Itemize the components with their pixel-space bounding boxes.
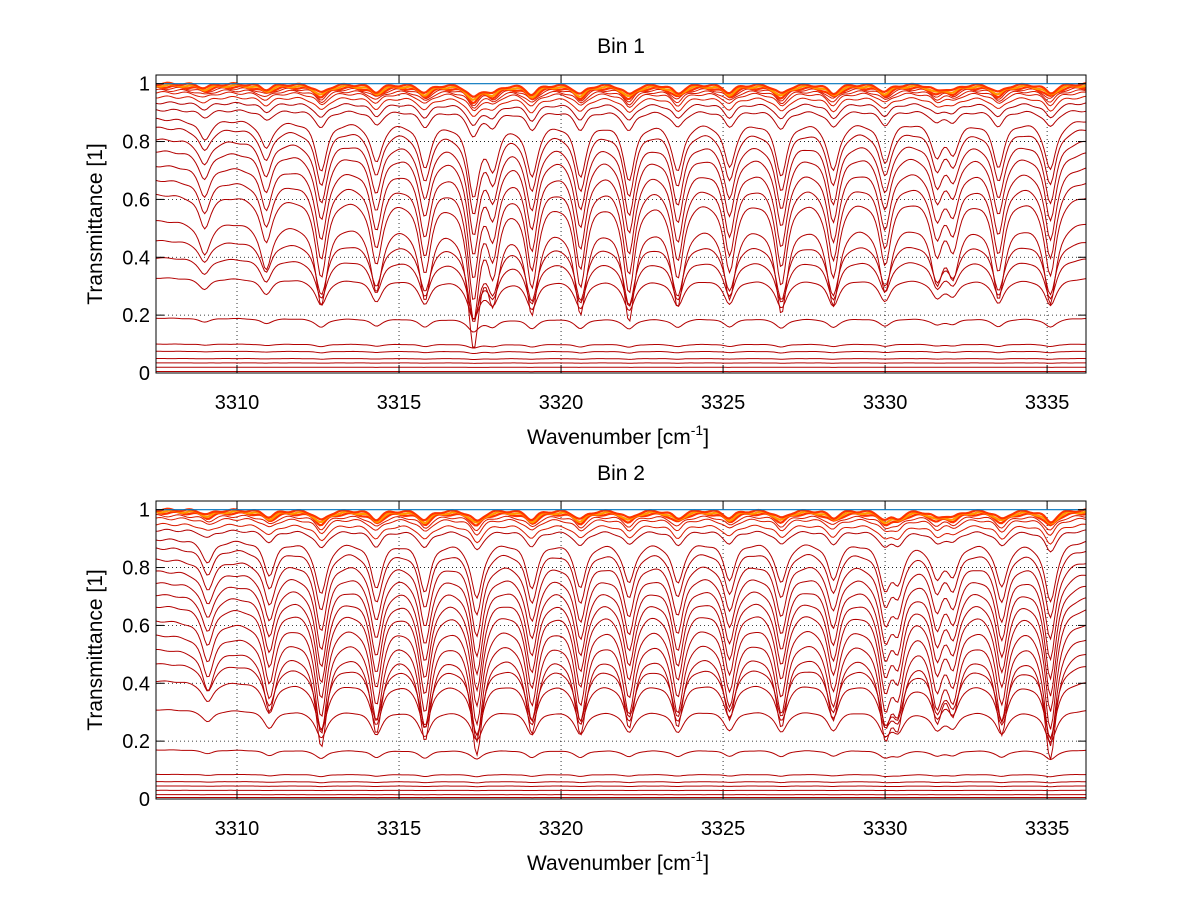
- y-tick-label: 1: [139, 500, 150, 522]
- series-line: [156, 709, 1086, 744]
- series-line: [156, 620, 1086, 730]
- y-tick-label: 0.4: [122, 247, 150, 269]
- x-axis-label-main: Wavenumber [cm: [527, 852, 691, 875]
- series-line: [156, 785, 1086, 788]
- series-line: [156, 649, 1086, 760]
- series-line: [156, 165, 1086, 279]
- y-axis-ticks: 0 0.2 0.4 0.6 0.8 1: [122, 74, 1086, 385]
- series-line: [156, 357, 1086, 361]
- x-tick-label: 3325: [701, 818, 746, 840]
- y-axis-ticks: 0 0.2 0.4 0.6 0.8 1: [122, 500, 1086, 811]
- series-line: [156, 138, 1086, 236]
- x-tick-label: 3315: [377, 392, 422, 414]
- series-line: [156, 179, 1086, 300]
- y-tick-label: 0.2: [122, 305, 150, 327]
- x-axis-ticks: 3310 3315 3320 3325 3330 3335: [215, 75, 1070, 414]
- series-line: [156, 91, 1086, 112]
- x-axis-ticks: 3310 3315 3320 3325 3330 3335: [215, 501, 1070, 840]
- series-group: [156, 81, 1086, 373]
- y-tick-label: 0.6: [122, 615, 150, 637]
- series-line: [156, 582, 1086, 681]
- series-line: [156, 277, 1086, 320]
- series-line: [156, 749, 1086, 761]
- x-axis-label: Wavenumber [cm-1]: [527, 848, 709, 875]
- series-line: [156, 126, 1086, 215]
- series-line: [156, 528, 1086, 553]
- y-tick-label: 0.4: [122, 673, 150, 695]
- series-line: [156, 350, 1086, 355]
- y-axis-label: Transmittance [1]: [84, 569, 107, 730]
- series-line: [156, 538, 1086, 604]
- series-line: [156, 507, 1086, 524]
- series-line: [156, 150, 1086, 255]
- series-line: [156, 558, 1086, 641]
- series-line: [156, 81, 1086, 98]
- series-line: [156, 634, 1086, 747]
- series-line: [156, 101, 1086, 127]
- series-line: [156, 514, 1086, 532]
- x-tick-label: 3330: [863, 818, 908, 840]
- x-tick-label: 3325: [701, 392, 746, 414]
- x-tick-label: 3330: [863, 392, 908, 414]
- series-line: [156, 509, 1086, 525]
- x-axis-label-superscript: -1: [691, 422, 704, 438]
- series-line: [156, 95, 1086, 117]
- series-line: [156, 570, 1086, 662]
- series-line: [156, 522, 1086, 545]
- x-axis-label-tail: ]: [703, 852, 709, 875]
- x-tick-label: 3315: [377, 818, 422, 840]
- series-line: [156, 317, 1086, 333]
- series-line: [156, 547, 1086, 620]
- y-tick-label: 0.8: [122, 132, 150, 154]
- x-axis-label: Wavenumber [cm-1]: [527, 422, 709, 449]
- grid: [156, 501, 1086, 799]
- x-tick-label: 3320: [539, 818, 584, 840]
- series-line: [156, 108, 1086, 138]
- y-axis-label: Transmittance [1]: [84, 143, 107, 304]
- y-tick-label: 0: [139, 789, 150, 811]
- chart-title: Bin 2: [597, 462, 645, 485]
- chart-panel-bin-1: Bin 1 3310 3315 3320 3325 3330 3335 0 0.2 0.4 0.…: [84, 35, 1087, 449]
- series-line: [156, 117, 1086, 198]
- series-line: [156, 781, 1086, 784]
- x-axis-label-superscript: -1: [691, 848, 704, 864]
- series-line: [156, 220, 1086, 348]
- series-line: [156, 193, 1086, 320]
- x-tick-label: 3320: [539, 392, 584, 414]
- series-line: [156, 257, 1086, 319]
- series-line: [156, 680, 1086, 740]
- plot-frame: [155, 74, 1087, 374]
- plot-frame: [155, 500, 1087, 800]
- series-line: [156, 606, 1086, 712]
- series-line: [156, 773, 1086, 778]
- x-tick-label: 3335: [1025, 392, 1070, 414]
- x-tick-label: 3310: [215, 392, 260, 414]
- x-axis-label-tail: ]: [703, 426, 709, 449]
- series-line: [156, 343, 1086, 349]
- series-line: [156, 516, 1086, 536]
- y-tick-label: 0.8: [122, 558, 150, 580]
- series-line: [156, 83, 1086, 102]
- series-group: [156, 507, 1086, 799]
- chart-title: Bin 1: [597, 35, 645, 58]
- series-line: [156, 88, 1086, 109]
- x-tick-label: 3310: [215, 818, 260, 840]
- chart-panel-bin-2: Bin 2 3310 3315 3320 3325 3330 3335 0 0.2 0.4 0.…: [84, 462, 1087, 875]
- y-tick-label: 0: [139, 363, 150, 385]
- series-line: [156, 594, 1086, 697]
- x-tick-label: 3335: [1025, 818, 1070, 840]
- x-axis-label-main: Wavenumber [cm: [527, 426, 691, 449]
- y-tick-label: 0.6: [122, 189, 150, 211]
- y-tick-label: 0.2: [122, 731, 150, 753]
- y-tick-label: 1: [139, 74, 150, 96]
